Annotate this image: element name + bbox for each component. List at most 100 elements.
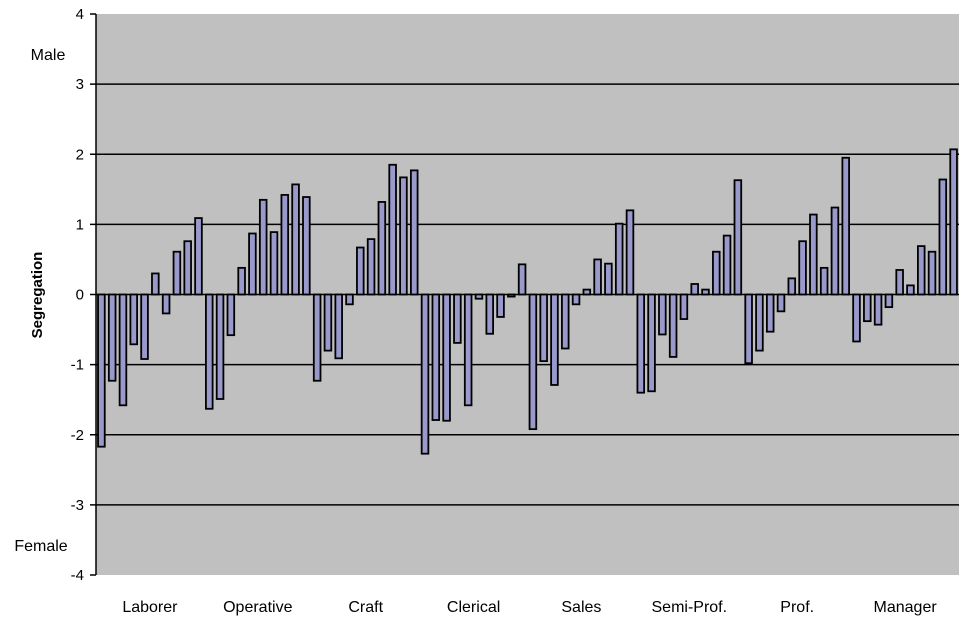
bar [528, 293, 538, 431]
bar [388, 163, 397, 296]
bar [625, 209, 635, 296]
bar [356, 246, 365, 296]
bar [496, 293, 505, 318]
bar [906, 284, 915, 296]
bar [539, 293, 548, 363]
bar [690, 283, 699, 296]
bar [442, 293, 451, 422]
male-annotation: Male [31, 47, 66, 64]
bar [873, 293, 883, 326]
bar [668, 293, 678, 358]
category-label: Clerical [447, 599, 500, 616]
bars [97, 148, 958, 455]
bar [453, 293, 462, 344]
bar [571, 293, 581, 306]
y-axis-title: Segregation [29, 252, 46, 339]
bar [712, 250, 721, 296]
bar [258, 198, 268, 296]
y-tick-label: -4 [71, 567, 84, 584]
bar [593, 258, 602, 296]
bar [647, 293, 656, 393]
bar [561, 293, 570, 350]
bar [248, 232, 257, 296]
bar [787, 277, 797, 296]
bar [194, 217, 203, 296]
bar [550, 293, 559, 386]
y-ticks: 4 3 2 1 0 -1 -2 -3 -4 [71, 6, 96, 584]
bar [604, 262, 613, 296]
bar [291, 183, 300, 296]
bar [323, 293, 333, 352]
bar [399, 176, 408, 296]
bar [172, 250, 182, 296]
bar [205, 293, 214, 410]
bar [701, 288, 710, 296]
category-label: Craft [348, 599, 383, 616]
bar [841, 156, 850, 296]
bar [215, 293, 225, 400]
bar [733, 179, 743, 296]
bar [140, 293, 149, 360]
category-label: Operative [223, 599, 292, 616]
bar [636, 293, 646, 394]
bar [269, 231, 279, 296]
category-label: Semi-Prof. [652, 599, 728, 616]
bar [151, 272, 160, 296]
bar [237, 266, 246, 296]
bar [226, 293, 236, 337]
y-tick-label: -1 [71, 357, 84, 374]
bar [463, 293, 473, 407]
bar [161, 293, 171, 315]
bar [107, 293, 117, 382]
bar [485, 293, 494, 335]
bar [895, 269, 904, 296]
bar [679, 293, 689, 320]
bar [97, 293, 106, 448]
bar [776, 293, 786, 313]
bar [830, 206, 840, 296]
category-label: Sales [561, 599, 601, 616]
y-tick-label: 3 [76, 76, 84, 93]
bar [614, 222, 624, 296]
bar [798, 240, 807, 296]
bar [852, 293, 861, 343]
y-tick-label: 2 [76, 146, 84, 163]
bar [474, 293, 484, 300]
bar [183, 240, 192, 296]
bar [420, 293, 430, 455]
bar [927, 250, 937, 296]
y-tick-label: 0 [76, 287, 84, 304]
bar [938, 178, 948, 296]
bar [507, 293, 516, 298]
bar [118, 293, 128, 407]
bar [334, 293, 343, 360]
female-annotation: Female [14, 538, 67, 555]
y-tick-label: -2 [71, 427, 84, 444]
bar [345, 293, 354, 306]
bar [884, 293, 894, 309]
bar [744, 293, 753, 365]
bar [431, 293, 441, 421]
y-tick-label: -3 [71, 497, 84, 514]
bar [409, 169, 419, 296]
category-label: Prof. [780, 599, 814, 616]
bar [809, 213, 818, 296]
category-label: Laborer [122, 599, 178, 616]
category-label: Manager [874, 599, 938, 616]
bar [949, 148, 958, 296]
bar [582, 288, 592, 296]
bar [280, 194, 290, 296]
bar [377, 201, 387, 296]
bar [129, 293, 139, 346]
bar [302, 196, 311, 296]
bar [658, 293, 667, 336]
bar [863, 293, 872, 323]
bar [755, 293, 764, 352]
bar [819, 266, 829, 296]
category-labels: Laborer Operative Craft Clerical Sales Semi-P… [122, 599, 937, 616]
y-tick-label: 1 [76, 216, 84, 233]
y-tick-label: 4 [76, 6, 84, 23]
bar [366, 238, 376, 296]
bar [722, 234, 732, 296]
